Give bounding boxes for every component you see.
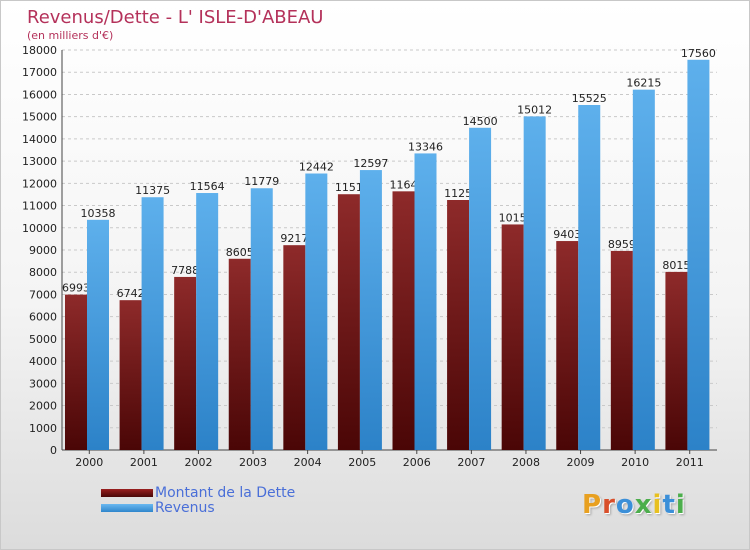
x-tick-label: 2010 [621,456,649,469]
logo-letter: P [582,490,603,520]
y-tick-label: 13000 [22,155,57,168]
y-tick-label: 0 [50,444,57,457]
bar-dette [610,250,633,450]
y-tick-label: 10000 [22,222,57,235]
data-label: 9403 [553,228,581,241]
y-tick-label: 14000 [22,133,57,146]
data-label: 8605 [226,246,254,259]
data-label: 16215 [626,77,661,90]
data-label: 1151 [335,181,363,194]
data-label: 8959 [608,238,636,251]
legend-label-revenus: Revenus [155,500,215,516]
y-tick-label: 18000 [22,44,57,57]
bar-revenus [359,170,382,451]
bar-revenus [469,127,492,451]
data-label: 13346 [408,140,443,153]
x-tick-label: 2011 [676,456,704,469]
x-tick-label: 2004 [294,456,322,469]
data-label: 1015 [499,211,527,224]
bar-dette [65,294,87,450]
data-label: 8015 [662,259,690,272]
bar-dette [337,194,360,450]
logo-letter: i [652,490,663,520]
data-label: 1125 [444,187,472,200]
logo-letter: r [602,490,616,520]
y-tick-label: 8000 [29,266,57,279]
data-label: 11564 [190,180,225,193]
bar-dette [556,241,579,450]
bar-dette [501,224,524,450]
logo-letter: i [675,490,686,520]
y-tick-label: 5000 [29,333,57,346]
x-tick-label: 2002 [184,456,212,469]
legend-swatch-dette [101,489,153,497]
bar-dette [174,276,197,450]
y-tick-label: 2000 [29,400,57,413]
y-tick-label: 7000 [29,288,57,301]
x-tick-label: 2001 [130,456,158,469]
bar-revenus [632,89,655,451]
x-tick-label: 2009 [567,456,595,469]
bar-dette [119,300,142,450]
x-tick-label: 2005 [348,456,376,469]
bar-revenus [414,153,437,450]
data-label: 11779 [244,175,279,188]
data-label: 9217 [280,232,308,245]
data-label: 12597 [353,157,388,170]
chart-subtitle: (en milliers d'€) [27,29,114,42]
legend-swatch-revenus [101,504,153,512]
logo-letter: o [615,490,635,520]
bar-revenus [687,59,710,451]
y-tick-label: 11000 [22,200,57,213]
y-tick-label: 17000 [22,66,57,79]
y-tick-label: 6000 [29,311,57,324]
data-label: 14500 [463,115,498,128]
y-tick-label: 1000 [29,422,57,435]
bar-revenus [141,197,164,450]
proxiti-logo: Proxiti [582,490,686,520]
bar-revenus [196,193,219,450]
x-tick-label: 2007 [457,456,485,469]
logo-letter: x [634,490,653,520]
bar-dette [283,245,306,450]
data-label: 10358 [81,207,116,220]
y-tick-label: 4000 [29,355,57,368]
bar-dette [228,258,251,450]
data-label: 6742 [117,287,145,300]
bar-revenus [305,173,328,450]
data-label: 11375 [135,184,170,197]
x-tick-label: 2000 [75,456,103,469]
bar-revenus [250,188,273,450]
bar-revenus [523,116,546,451]
y-tick-label: 16000 [22,88,57,101]
x-tick-label: 2008 [512,456,540,469]
y-tick-label: 12000 [22,177,57,190]
logo-letter: t [662,490,676,520]
data-label: 12442 [299,161,334,174]
data-label: 17560 [681,47,716,60]
bar-dette [665,271,688,450]
data-label: 15012 [517,103,552,116]
x-tick-label: 2003 [239,456,267,469]
x-tick-label: 2006 [403,456,431,469]
data-label: 15525 [572,92,607,105]
y-tick-label: 9000 [29,244,57,257]
chart-title: Revenus/Dette - L' ISLE-D'ABEAU [27,7,324,28]
data-label: 1164 [390,178,418,191]
bar-dette [392,191,415,451]
data-label: 7788 [171,264,199,277]
data-label: 6993 [62,282,90,295]
y-tick-label: 15000 [22,111,57,124]
bar-revenus [578,105,601,450]
bar-dette [447,200,470,450]
legend-label-dette: Montant de la Dette [155,485,296,501]
bar-revenus [87,219,109,450]
y-tick-label: 3000 [29,377,57,390]
